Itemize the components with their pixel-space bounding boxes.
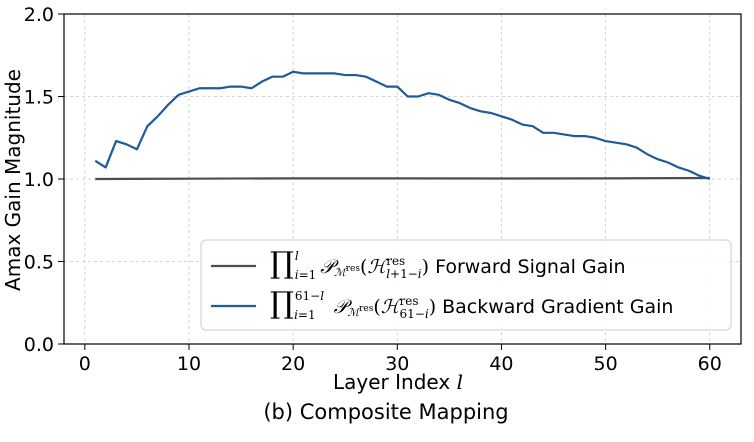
legend-entry-forward: ∏l i=1 𝒫ℳres(ℋres l+1−i) Forward Signal Gain xyxy=(270,246,626,282)
y-tick-label: 1.5 xyxy=(24,87,54,109)
y-tick-label: 1.0 xyxy=(24,169,54,191)
legend: ∏l i=1 𝒫ℳres(ℋres l+1−i) Forward Signal Gain… xyxy=(200,239,732,331)
y-tick-label: 2.0 xyxy=(24,4,54,26)
series-line-forward xyxy=(95,176,710,181)
x-axis-label: Layer Index l xyxy=(333,370,463,394)
x-axis-label-text: Layer Index xyxy=(333,370,450,394)
x-tick-label: 20 xyxy=(281,353,305,375)
x-tick-label: 40 xyxy=(489,353,513,375)
x-axis-label-var: l xyxy=(457,370,463,394)
y-axis-label: Amax Gain Magnitude xyxy=(1,69,25,291)
x-tick-label: 0 xyxy=(79,353,91,375)
legend-box xyxy=(200,239,732,331)
series-layer xyxy=(94,70,711,181)
figure-caption: (b) Composite Mapping xyxy=(263,400,508,424)
y-tick-label: 0.5 xyxy=(24,252,54,274)
x-tick-label: 10 xyxy=(177,353,201,375)
ticks: 0 10 20 30 40 50 60 0.0 0.5 1.0 1.5 2.0 xyxy=(24,4,722,375)
legend-label-forward: Forward Signal Gain xyxy=(435,256,626,278)
series-line-backward xyxy=(94,70,711,181)
legend-label-backward: Backward Gradient Gain xyxy=(442,296,673,318)
x-tick-label: 50 xyxy=(594,353,618,375)
x-tick-label: 30 xyxy=(385,353,409,375)
legend-entry-backward: ∏61−l i=1 𝒫ℳres(ℋres 61−i) Backward Gradient… xyxy=(270,286,673,322)
x-tick-label: 60 xyxy=(698,353,722,375)
y-tick-label: 0.0 xyxy=(24,334,54,356)
